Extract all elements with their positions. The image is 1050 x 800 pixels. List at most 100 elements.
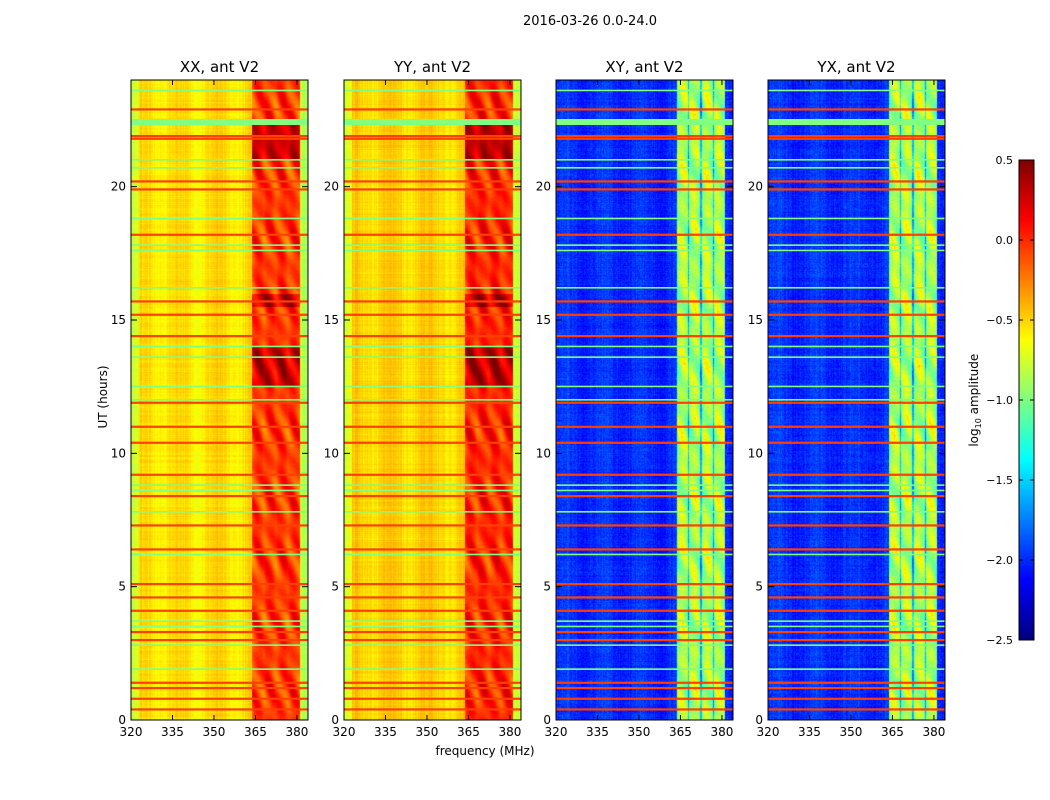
colorbar-tick-label: −0.5 xyxy=(986,314,1013,327)
flagged-row-high xyxy=(768,495,945,498)
x-tick-label: 365 xyxy=(244,725,267,739)
flagged-row-low xyxy=(344,489,521,492)
flagged-row-low xyxy=(344,119,521,125)
flagged-row-high xyxy=(768,708,945,711)
flagged-row-low xyxy=(131,356,308,358)
flagged-row-high xyxy=(344,233,521,236)
flagged-row-high xyxy=(556,335,733,338)
flagged-row-high xyxy=(344,473,521,476)
flagged-row-low xyxy=(131,345,308,348)
flagged-row-high xyxy=(556,137,733,140)
flagged-row-high xyxy=(556,313,733,316)
flagged-row-high xyxy=(131,473,308,476)
flagged-row-high xyxy=(131,631,308,634)
flagged-row-high xyxy=(131,335,308,338)
y-tick-label: 10 xyxy=(536,446,551,460)
flagged-row-low xyxy=(768,625,945,628)
y-tick-label: 20 xyxy=(324,180,339,194)
plot-frame xyxy=(555,79,734,721)
flagged-row-high xyxy=(768,108,945,111)
x-tick-label: 350 xyxy=(416,725,439,739)
flagged-row-low xyxy=(556,489,733,492)
flagged-row-high xyxy=(768,441,945,444)
flagged-row-low xyxy=(768,620,945,622)
flagged-row-high xyxy=(131,687,308,690)
flagged-row-high xyxy=(768,583,945,586)
flagged-row-high xyxy=(131,135,308,138)
x-tick-label: 320 xyxy=(333,725,356,739)
flagged-row-low xyxy=(768,399,945,401)
y-tick-label: 20 xyxy=(748,180,763,194)
flagged-row-high xyxy=(556,639,733,642)
flagged-row-low xyxy=(131,159,308,161)
flagged-row-low xyxy=(768,356,945,358)
y-tick-label: 15 xyxy=(324,313,339,327)
flagged-row-low xyxy=(768,385,945,388)
colorbar-label: log10 amplitude xyxy=(966,353,984,447)
flagged-row-high xyxy=(768,180,945,183)
flagged-row-high xyxy=(768,697,945,700)
flagged-row-high xyxy=(768,425,945,428)
y-tick-label: 15 xyxy=(536,313,551,327)
flagged-row-low xyxy=(344,511,521,513)
x-tick-label: 335 xyxy=(374,725,397,739)
flagged-row-low xyxy=(344,399,521,401)
flagged-row-high xyxy=(768,300,945,303)
flagged-row-high xyxy=(768,137,945,140)
flagged-row-high xyxy=(131,639,308,642)
flagged-row-low xyxy=(556,484,733,486)
flagged-row-high xyxy=(556,108,733,111)
y-tick-label: 10 xyxy=(111,446,126,460)
flagged-row-low xyxy=(344,217,521,220)
flagged-row-high xyxy=(768,313,945,316)
flagged-row-low xyxy=(768,249,945,252)
flagged-row-low xyxy=(344,345,521,348)
flagged-row-low xyxy=(768,484,945,486)
flagged-row-high xyxy=(556,548,733,551)
flagged-row-high xyxy=(344,708,521,711)
flagged-row-high xyxy=(768,596,945,599)
flagged-row-high xyxy=(344,137,521,140)
flagged-row-high xyxy=(131,108,308,111)
flagged-row-low xyxy=(131,668,308,670)
y-tick-label: 5 xyxy=(118,580,126,594)
flagged-row-high xyxy=(556,609,733,612)
flagged-row-high xyxy=(344,425,521,428)
flagged-row-high xyxy=(768,639,945,642)
flagged-row-high xyxy=(131,425,308,428)
flagged-row-high xyxy=(768,524,945,527)
flagged-row-high xyxy=(556,697,733,700)
flagged-row-low xyxy=(344,249,521,252)
flagged-row-high xyxy=(556,596,733,599)
flagged-row-high xyxy=(131,137,308,140)
flagged-row-low xyxy=(556,167,733,169)
y-tick-label: 5 xyxy=(331,580,339,594)
flagged-row-low xyxy=(344,385,521,388)
figure-title: 2016-03-26 0.0-24.0 xyxy=(523,14,657,29)
flagged-row-low xyxy=(131,553,308,556)
flagged-row-high xyxy=(556,135,733,138)
colorbar-tick-label: 0.5 xyxy=(996,154,1014,167)
flagged-row-high xyxy=(768,687,945,690)
flagged-row-low xyxy=(768,119,945,125)
flagged-row-high xyxy=(556,425,733,428)
x-tick-label: 380 xyxy=(922,725,945,739)
flagged-row-low xyxy=(131,287,308,289)
flagged-row-high xyxy=(344,313,521,316)
x-tick-label: 365 xyxy=(669,725,692,739)
flagged-row-low xyxy=(344,244,521,246)
flagged-row-low xyxy=(344,484,521,486)
x-tick-label: 320 xyxy=(545,725,568,739)
flagged-row-low xyxy=(556,217,733,220)
flagged-row-high xyxy=(344,524,521,527)
flagged-row-high xyxy=(768,401,945,404)
flagged-row-low xyxy=(768,89,945,92)
flagged-row-high xyxy=(344,687,521,690)
flagged-row-low xyxy=(768,167,945,169)
flagged-row-high xyxy=(131,697,308,700)
flagged-row-high xyxy=(556,631,733,634)
flagged-row-high xyxy=(131,548,308,551)
heatmap-panel-4: YX, ant V2 320 335 350 365 380 0 5 10 15 20 xyxy=(748,58,946,739)
y-axis-label: UT (hours) xyxy=(96,365,110,429)
